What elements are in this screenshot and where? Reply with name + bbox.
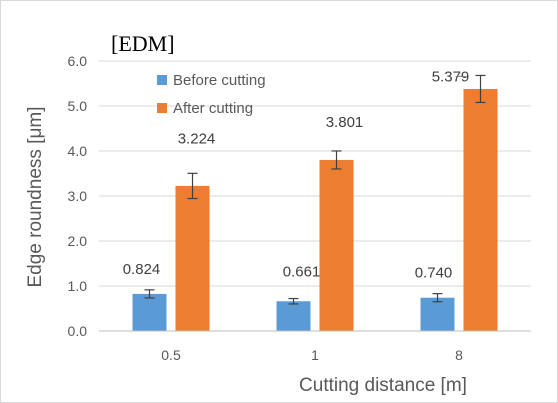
- x-tick-label: 1: [311, 347, 319, 363]
- y-tick-label: 2.0: [68, 233, 88, 249]
- axes: 0.0 1.0 2.0 3.0 4.0 5.0 6.0 0.5 1 8: [68, 53, 531, 363]
- data-label: 0.661: [283, 264, 321, 281]
- gridlines: [99, 60, 531, 287]
- bar: [276, 301, 311, 331]
- bar: [175, 185, 210, 331]
- data-label: 3.801: [326, 114, 364, 131]
- x-tick-label: 8: [455, 347, 463, 363]
- y-tick-label: 4.0: [68, 143, 88, 159]
- x-tick-label: 0.5: [161, 347, 181, 363]
- data-label: 5.379: [432, 68, 470, 85]
- legend-label-before: Before cutting: [173, 72, 266, 89]
- data-label: 0.824: [123, 261, 161, 278]
- legend: Before cutting After cutting: [157, 72, 266, 117]
- bar: [319, 159, 354, 331]
- legend-swatch-before: [157, 75, 167, 85]
- y-tick-label: 5.0: [68, 98, 88, 114]
- legend-label-after: After cutting: [173, 100, 253, 117]
- chart-title: [EDM]: [111, 31, 175, 56]
- x-axis-title: Cutting distance [m]: [299, 375, 467, 396]
- y-tick-label: 6.0: [68, 53, 88, 69]
- data-labels: 0.824 3.224 0.661 3.801 0.740 5.379: [123, 68, 470, 281]
- legend-swatch-after: [157, 103, 167, 113]
- y-tick-label: 1.0: [68, 278, 88, 294]
- bar: [463, 88, 498, 331]
- data-label: 3.224: [178, 130, 216, 147]
- y-tick-label: 3.0: [68, 188, 88, 204]
- data-label: 0.740: [415, 265, 453, 282]
- bar: [420, 297, 455, 331]
- bar: [132, 293, 167, 331]
- bars: [132, 74, 498, 331]
- y-axis-title: Edge roundness [μm]: [25, 107, 46, 288]
- y-tick-label: 0.0: [68, 323, 88, 339]
